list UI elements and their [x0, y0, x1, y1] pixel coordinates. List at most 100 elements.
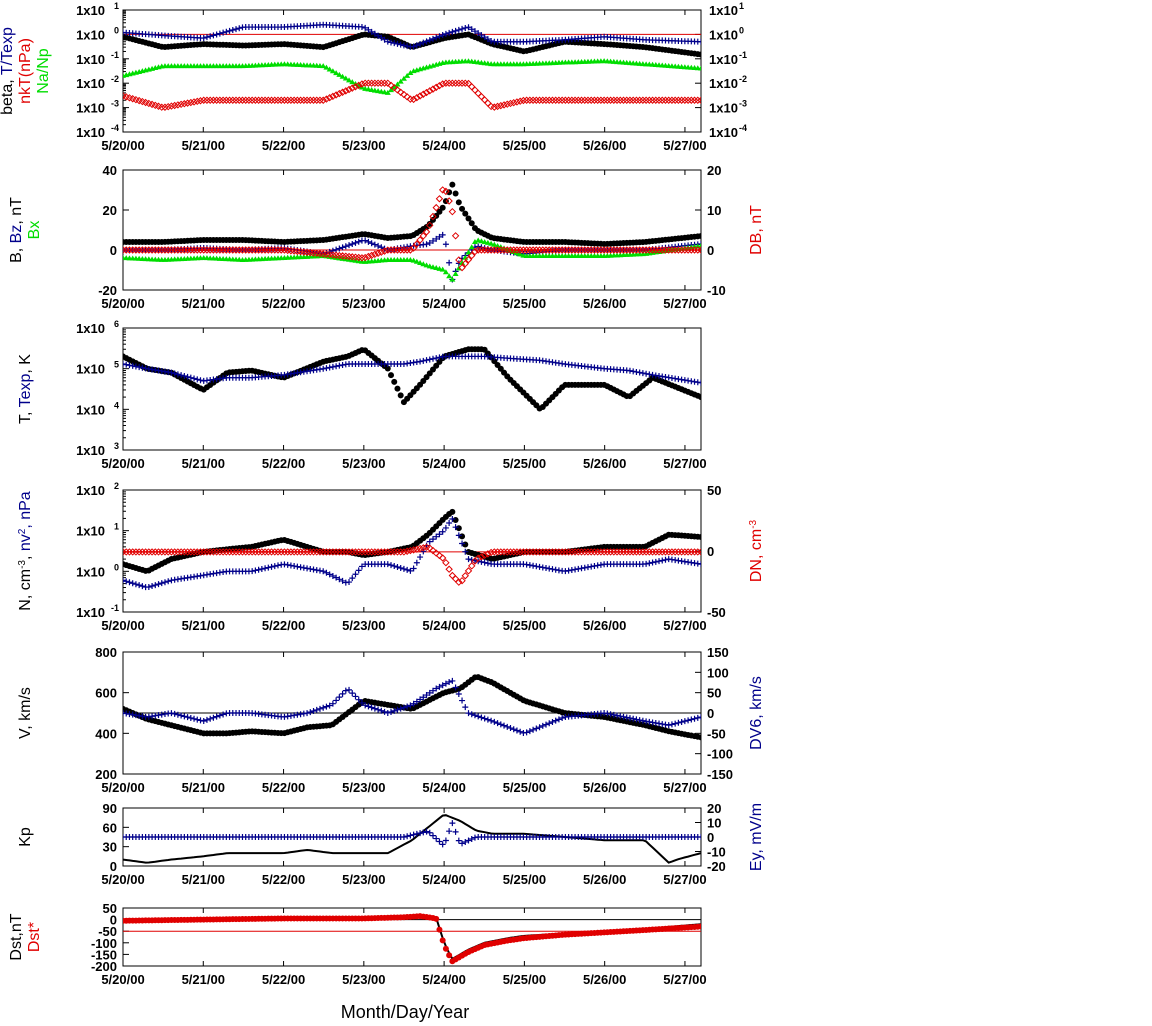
y-tick-label: 90 — [103, 801, 117, 816]
data-point-DV6 — [375, 706, 382, 713]
data-point-B — [426, 220, 433, 227]
data-point-DN — [348, 548, 356, 556]
data-point-DN — [280, 548, 289, 556]
data-point-DN — [558, 548, 566, 556]
data-point-DV6 — [446, 678, 453, 685]
data-point-DN — [487, 548, 495, 557]
data-point-nkT — [335, 89, 344, 98]
y-axis-label-beta: beta, T/TexpnkT(nPa)Na/Np — [0, 27, 52, 115]
data-point-Bx — [417, 260, 424, 266]
data-point-nkT — [432, 83, 440, 92]
data-point-DN — [264, 548, 273, 556]
data-point-DB — [206, 246, 214, 254]
data-point-T/Texp — [200, 35, 207, 42]
data-point-Ey — [439, 841, 446, 848]
data-point-Ey — [423, 828, 430, 835]
data-point-nv2 — [252, 567, 259, 574]
y-axis-label-Kp: Kp — [17, 827, 34, 847]
data-point-nv2 — [407, 567, 414, 574]
y-tick-label-right: 1x10 — [709, 27, 738, 42]
data-point-T/Texp — [439, 31, 446, 38]
data-point-nkT — [610, 96, 618, 104]
data-point-nkT — [264, 96, 273, 104]
y-axis-label-part: beta, — [0, 75, 16, 115]
data-point-DV6 — [184, 714, 191, 721]
data-point-nkT — [455, 79, 463, 87]
data-point-Na/Np — [384, 89, 391, 95]
x-tick-label: 5/21/00 — [182, 872, 225, 887]
data-point-T — [391, 378, 398, 385]
data-point-nkT — [665, 96, 673, 104]
data-point-nkT — [206, 96, 214, 104]
y-tick-label: 200 — [95, 767, 117, 782]
data-point-T/Texp — [381, 36, 388, 43]
data-point-DV6 — [494, 720, 501, 727]
data-point-nkT — [519, 96, 528, 105]
data-point-DB — [432, 203, 440, 212]
data-point-DV6 — [326, 702, 333, 709]
data-point-DN — [468, 562, 476, 570]
y-axis-label-part: Dst,nT — [8, 913, 25, 960]
data-point-nkT — [506, 99, 515, 108]
y-tick-exponent: 6 — [114, 319, 119, 329]
data-point-B — [462, 210, 469, 217]
data-point-DB — [629, 246, 637, 254]
data-point-Bz — [368, 240, 375, 247]
data-point-nkT — [303, 96, 311, 104]
data-point-DV6 — [346, 686, 353, 693]
data-point-nkT — [635, 96, 644, 104]
data-point-nv2 — [149, 583, 156, 590]
data-point-DN — [684, 548, 692, 556]
data-point-DN — [245, 548, 253, 556]
data-point-T/Texp — [233, 26, 240, 33]
y-axis-label-T: T, Texp, K — [17, 354, 34, 424]
data-point-nkT — [623, 96, 631, 104]
data-point-Ey — [410, 831, 417, 838]
data-point-DV6 — [365, 703, 372, 710]
y-tick-exponent: 0 — [114, 562, 119, 572]
data-point-DV6 — [436, 683, 443, 690]
data-point-nkT — [438, 80, 447, 88]
data-point-DN — [241, 548, 250, 556]
data-point-DB — [384, 246, 392, 254]
x-tick-label: 5/25/00 — [503, 296, 546, 311]
data-point-nkT — [319, 96, 327, 104]
data-point-DB — [374, 249, 382, 257]
x-tick-label: 5/20/00 — [101, 872, 144, 887]
data-point-nkT — [522, 96, 531, 104]
data-point-DN — [635, 548, 644, 556]
y-axis-label-right-Kp: Ey, mV/m — [748, 803, 765, 871]
data-point-nkT — [325, 94, 334, 102]
data-point-DB — [548, 246, 557, 254]
data-point-nv2 — [442, 524, 449, 531]
data-point-DN — [542, 548, 550, 556]
data-point-nv2 — [433, 533, 440, 540]
y-tick-label: 1x10 — [76, 321, 105, 336]
data-point-N — [462, 541, 469, 548]
data-point-DN — [458, 576, 466, 585]
data-point-nv2 — [656, 558, 663, 565]
y-axis-label-part: B, — [8, 243, 25, 263]
data-point-Bx — [449, 276, 456, 282]
data-point-DN — [154, 548, 163, 556]
data-point-DB — [677, 246, 686, 254]
data-point-nv2 — [355, 567, 362, 574]
data-point-DN — [251, 548, 260, 556]
data-point-DN — [671, 548, 679, 556]
data-point-nkT — [138, 97, 147, 106]
data-point-DB — [361, 253, 369, 262]
data-point-nkT — [174, 101, 182, 109]
data-point-DB — [623, 246, 631, 254]
y-tick-label: -150 — [91, 947, 117, 962]
data-point-nv2 — [417, 554, 424, 561]
data-point-DB — [690, 246, 699, 254]
data-point-nv2 — [649, 559, 656, 566]
data-point-DN — [455, 578, 463, 586]
data-point-DB — [606, 246, 615, 254]
data-point-Bx — [488, 240, 495, 246]
x-tick-label: 5/20/00 — [101, 780, 144, 795]
data-point-Na/Np — [339, 73, 346, 79]
data-point-DB — [274, 246, 282, 254]
data-point-Texp — [420, 357, 427, 364]
x-tick-label: 5/22/00 — [262, 972, 305, 987]
